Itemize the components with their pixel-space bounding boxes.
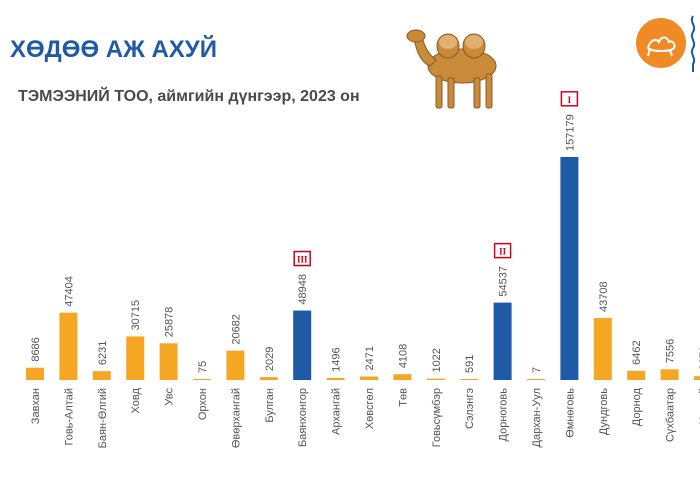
data-label: 48948 [297, 274, 309, 305]
data-label: 157179 [564, 114, 576, 151]
category-tick-label: Булган [264, 388, 276, 423]
bar [426, 378, 445, 380]
bar [226, 350, 245, 380]
data-label: 20682 [230, 314, 242, 345]
category-tick-label: Завхан [30, 388, 42, 424]
bar [560, 157, 579, 380]
category-tick-label: Өвөрхангай [230, 388, 242, 448]
bar [26, 367, 44, 380]
category-tick-label: Сүхбаатар [665, 388, 677, 442]
data-label: 30715 [130, 300, 142, 331]
data-label: 25878 [164, 307, 176, 338]
svg-text:III: III [297, 255, 308, 265]
category-tick-label: Баян-Өлгий [97, 388, 109, 448]
bar [159, 343, 178, 380]
chart-subtitle: ТЭМЭЭНИЙ ТОО, аймгийн дүнгээр, 2023 он [18, 88, 360, 105]
bar [593, 317, 612, 380]
page-title: ХӨДӨӨ АЖ АХУЙ [10, 36, 217, 63]
bar [694, 376, 700, 380]
category-tick-label: Дорнод [631, 387, 643, 426]
category-tick-label: Өмнөговь [564, 388, 576, 438]
data-label: 7556 [665, 339, 677, 363]
category-tick-label: Увс [164, 388, 176, 406]
category-tick-label: Дорноговь [498, 388, 510, 442]
data-label: 6462 [631, 340, 643, 364]
data-label: 54537 [498, 266, 510, 297]
bar [660, 369, 679, 380]
bar [293, 310, 312, 380]
category-tick-label: Хөвсгөл [364, 388, 376, 429]
category-tick-label: Говьсүмбэр [431, 388, 443, 447]
data-label: 1022 [431, 348, 443, 372]
data-label: 1496 [331, 347, 343, 371]
camel-illustration-icon [406, 29, 497, 109]
category-tick-label: Орхон [197, 388, 209, 420]
category-tick-label: Говь-Алтай [63, 388, 75, 446]
category-tick-label: Ховд [130, 387, 142, 413]
data-label: 2029 [264, 347, 276, 371]
svg-text:I: I [568, 95, 572, 105]
bar [126, 336, 145, 380]
data-label: 2471 [364, 346, 376, 370]
data-label: 75 [197, 361, 209, 373]
bar [259, 377, 278, 380]
camel-logo-icon [636, 18, 686, 68]
bar [460, 379, 479, 380]
data-label: 47404 [63, 276, 75, 307]
bar [326, 377, 345, 380]
category-tick-label: Баянхонгор [297, 388, 309, 447]
data-label: 2671 [698, 346, 700, 370]
bar [92, 371, 111, 380]
vertical-script-decoration [690, 15, 696, 72]
category-tick-label: Төв [397, 388, 409, 407]
svg-text:II: II [499, 247, 507, 257]
data-label: 591 [464, 355, 476, 373]
bar [193, 379, 211, 380]
category-tick-label: Архангай [331, 388, 343, 435]
bar [527, 379, 545, 380]
bar [360, 376, 378, 380]
data-label: 7 [531, 367, 543, 373]
rank-badge: II [493, 242, 512, 259]
category-tick-label: Хэнтий [698, 388, 700, 424]
bar [493, 302, 512, 380]
data-label: 6231 [97, 341, 109, 365]
rank-badge: I [560, 91, 579, 107]
category-tick-label: Дархан-Уул [531, 388, 543, 447]
category-tick-label: Сэлэнгэ [464, 388, 476, 429]
data-label: 8686 [30, 337, 42, 361]
data-label: 43708 [598, 281, 610, 312]
data-label: 4108 [397, 344, 409, 368]
rank-badge: III [293, 250, 311, 267]
category-tick-label: Дундговь [598, 388, 610, 435]
bar [59, 312, 78, 380]
bar [627, 370, 646, 380]
bar [393, 374, 412, 380]
